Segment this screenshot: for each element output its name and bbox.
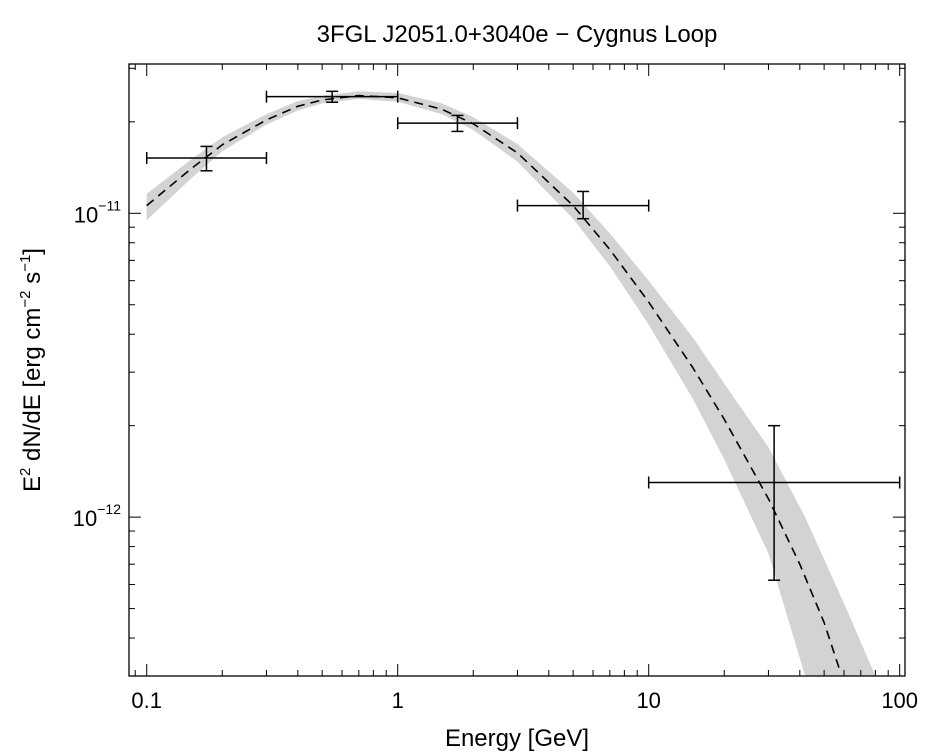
data-point [145,145,268,172]
chart-title: 3FGL J2051.0+3040e − Cygnus Loop [317,21,718,48]
y-axis-label: E2 dN/dE [erg cm−2 s−1] [17,248,46,492]
x-axis-label: Energy [GeV] [445,725,589,752]
uncertainty-band [146,91,876,676]
x-tick-label: 1 [392,688,404,713]
plot-frame [128,63,906,677]
plot-content [145,90,901,676]
axis-ticks: 0.1 1 10 100 10−11 10−12 [73,64,918,713]
x-tick-label: 100 [881,688,918,713]
data-point [516,190,650,220]
data-point [647,424,901,581]
data-point [265,90,399,103]
x-tick-label: 0.1 [131,688,162,713]
plot-area [145,90,901,676]
model-curve [146,94,842,672]
data-point [396,114,519,133]
y-tick-label: 10−12 [73,501,121,531]
x-tick-label: 10 [636,688,660,713]
y-tick-label: 10−11 [74,197,121,227]
